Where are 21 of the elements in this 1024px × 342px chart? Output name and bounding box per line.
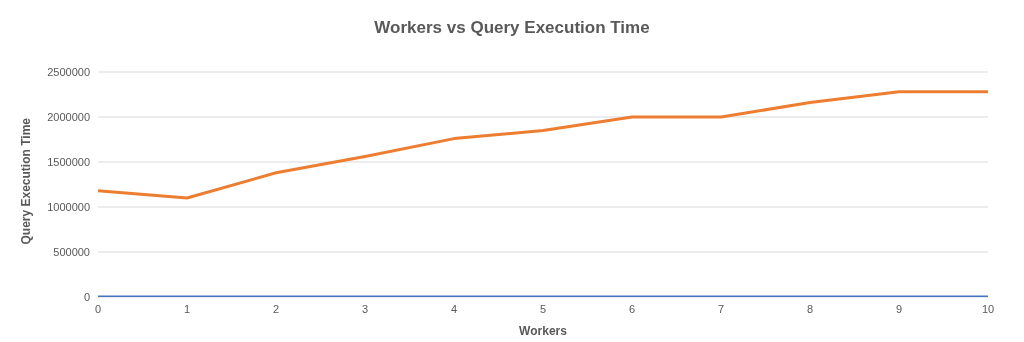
- x-tick-label: 9: [895, 302, 903, 315]
- x-tick-label: 0: [94, 302, 102, 315]
- y-tick-label: 1500000: [47, 155, 90, 168]
- y-tick-label: 500000: [53, 245, 90, 258]
- x-tick-label: 6: [628, 302, 636, 315]
- y-tick-label: 0: [83, 290, 90, 303]
- x-tick-label: 1: [183, 302, 191, 315]
- x-axis-title: Workers: [519, 324, 568, 338]
- x-tick-label: 2: [272, 302, 280, 315]
- x-tick-label: 7: [717, 302, 725, 315]
- line-series: [96, 90, 990, 200]
- x-tick-label: 8: [806, 302, 814, 315]
- x-tick-label: 5: [539, 302, 547, 315]
- y-tick-label: 2000000: [47, 110, 90, 123]
- y-tick-label: 2500000: [47, 65, 90, 78]
- x-tick-label: 4: [450, 302, 458, 315]
- y-tick-label: 1000000: [47, 200, 90, 213]
- x-tick-label: 10: [981, 302, 995, 315]
- y-axis-title: Query Execution Time: [19, 117, 34, 245]
- x-tick-label: 3: [361, 302, 369, 315]
- chart-title: Workers vs Query Execution Time: [373, 17, 651, 39]
